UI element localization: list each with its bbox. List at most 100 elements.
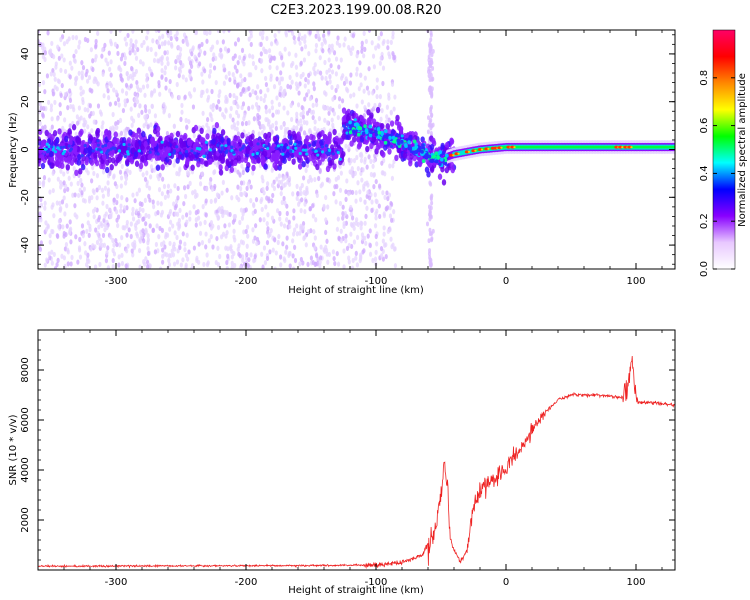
- spectrogram-noise-speck: [387, 117, 391, 123]
- spectrogram-noise-speck: [75, 114, 79, 120]
- spectrogram-band-blob: [218, 164, 223, 171]
- spectrogram-noise-speck: [153, 249, 157, 255]
- spectrogram-noise-speck: [188, 60, 193, 66]
- spectrogram-noise-speck: [335, 183, 339, 190]
- spectrogram-noise-speck: [240, 121, 245, 127]
- spectrogram-noise-speck: [222, 30, 226, 34]
- spectrogram-noise-speck: [337, 132, 341, 138]
- spectrogram-noise-speck: [430, 77, 434, 82]
- spectrogram-noise-speck: [325, 238, 329, 244]
- spectrogram-noise-speck: [356, 180, 360, 186]
- spectrogram-band-blob: [81, 163, 86, 171]
- spectrogram-noise-speck: [429, 213, 433, 219]
- spectrogram-noise-speck: [119, 183, 123, 189]
- spectrogram-hot-spot: [328, 148, 332, 152]
- spectrogram-noise-speck: [181, 231, 185, 237]
- spectrogram-noise-speck: [350, 170, 354, 176]
- spectrogram-noise-speck: [373, 192, 377, 198]
- spectrogram-noise-speck: [43, 124, 47, 130]
- spectrogram-hot-spot: [289, 149, 293, 153]
- spectrogram-transition-blob: [412, 139, 417, 144]
- spectrogram-noise-speck: [160, 74, 164, 80]
- spectrogram-noise-speck: [183, 241, 187, 247]
- spectrogram-noise-speck: [117, 262, 121, 268]
- spectrogram-noise-speck: [325, 80, 329, 86]
- spectrogram-noise-speck: [177, 217, 181, 224]
- spectrogram-noise-speck: [91, 165, 95, 171]
- spectrogram-noise-speck: [62, 195, 66, 201]
- spectrogram-noise-speck: [139, 59, 143, 65]
- spectrogram-noise-speck: [181, 62, 185, 69]
- spectrogram-noise-speck: [298, 261, 302, 267]
- spectrogram-noise-speck: [221, 212, 225, 219]
- spectrogram-noise-speck: [372, 184, 376, 190]
- spectrogram-noise-speck: [209, 198, 213, 205]
- spectrogram-noise-speck: [306, 178, 311, 184]
- spectrogram-noise-speck: [106, 245, 110, 251]
- spectrogram-noise-speck: [314, 48, 318, 54]
- spectrogram-noise-speck: [287, 51, 291, 57]
- spectrogram-noise-speck: [78, 254, 83, 260]
- spectrogram-noise-speck: [143, 261, 147, 267]
- spectrogram-noise-speck: [182, 32, 187, 38]
- spectrogram-transition-blob: [439, 157, 444, 162]
- spectrogram-noise-speck: [239, 191, 243, 197]
- spectrogram-noise-speck: [166, 183, 171, 189]
- spectrogram-noise-speck: [101, 47, 105, 53]
- spectrogram-noise-speck: [50, 260, 54, 266]
- figure-title: C2E3.2023.199.00.08.R20: [270, 3, 441, 18]
- spectrogram-noise-speck: [107, 95, 111, 101]
- spectrogram-noise-speck: [103, 42, 107, 48]
- tone-hot-point: [493, 146, 498, 150]
- spectrogram-noise-speck: [89, 246, 93, 252]
- spectrogram-noise-speck: [47, 99, 51, 106]
- spectrogram-noise-speck: [325, 120, 330, 126]
- spectrogram-noise-speck: [431, 66, 435, 71]
- spectrogram-noise-speck: [50, 228, 54, 235]
- spectrogram-noise-speck: [150, 72, 154, 78]
- spectrogram-noise-speck: [224, 107, 228, 113]
- spectrogram-noise-speck: [236, 169, 240, 175]
- spectrogram-noise-speck: [266, 87, 270, 93]
- spectrogram-hot-spot: [59, 145, 63, 150]
- spectrogram-noise-speck: [347, 191, 351, 197]
- spectrogram-noise-speck: [159, 201, 163, 207]
- spectrogram-noise-speck: [89, 47, 93, 53]
- spectrogram-transition-blob: [348, 130, 353, 135]
- spectrogram-noise-speck: [205, 30, 209, 36]
- spectrogram-noise-speck: [299, 208, 303, 214]
- spectrogram-noise-speck: [253, 235, 257, 241]
- spectrogram-noise-speck: [87, 74, 92, 81]
- spectrogram-noise-speck: [295, 111, 299, 117]
- spectrogram-noise-speck: [386, 195, 390, 202]
- spectrogram-noise-speck: [159, 266, 163, 269]
- spectrogram-noise-speck: [146, 237, 151, 243]
- spectrogram-noise-speck: [140, 42, 144, 48]
- spectrogram-noise-speck: [38, 180, 42, 186]
- spectrogram-noise-speck: [273, 33, 277, 39]
- spectrogram-noise-speck: [327, 67, 331, 73]
- spectrogram-noise-speck: [271, 247, 275, 253]
- spectrogram-noise-speck: [330, 43, 334, 49]
- spectrogram-transition-blob: [368, 124, 373, 129]
- spectrogram-band-blob: [154, 154, 160, 161]
- spectrogram-noise-speck: [238, 253, 242, 259]
- spectrogram-noise-speck: [236, 131, 241, 137]
- spectrogram-noise-speck: [335, 226, 339, 232]
- spectrogram-noise-speck: [42, 175, 47, 181]
- spectrogram-noise-speck: [218, 253, 222, 260]
- spectrogram-noise-speck: [165, 49, 170, 56]
- spectrogram-noise-speck: [139, 87, 143, 93]
- spectrogram-band-blob: [369, 112, 374, 119]
- spectrogram-noise-speck: [282, 223, 287, 229]
- spectrogram-noise-speck: [177, 171, 181, 177]
- spectrogram-noise-speck: [205, 38, 209, 44]
- spectrogram-noise-speck: [362, 30, 366, 36]
- spectrogram-noise-speck: [57, 224, 61, 230]
- spectrogram-hot-spot: [67, 144, 71, 148]
- spectrogram-noise-speck: [296, 83, 300, 89]
- spectrogram-noise-speck: [368, 251, 373, 257]
- spectrogram-noise-speck: [318, 259, 322, 265]
- spectrogram-noise-speck: [160, 41, 164, 47]
- spectrogram-band-blob: [412, 154, 417, 162]
